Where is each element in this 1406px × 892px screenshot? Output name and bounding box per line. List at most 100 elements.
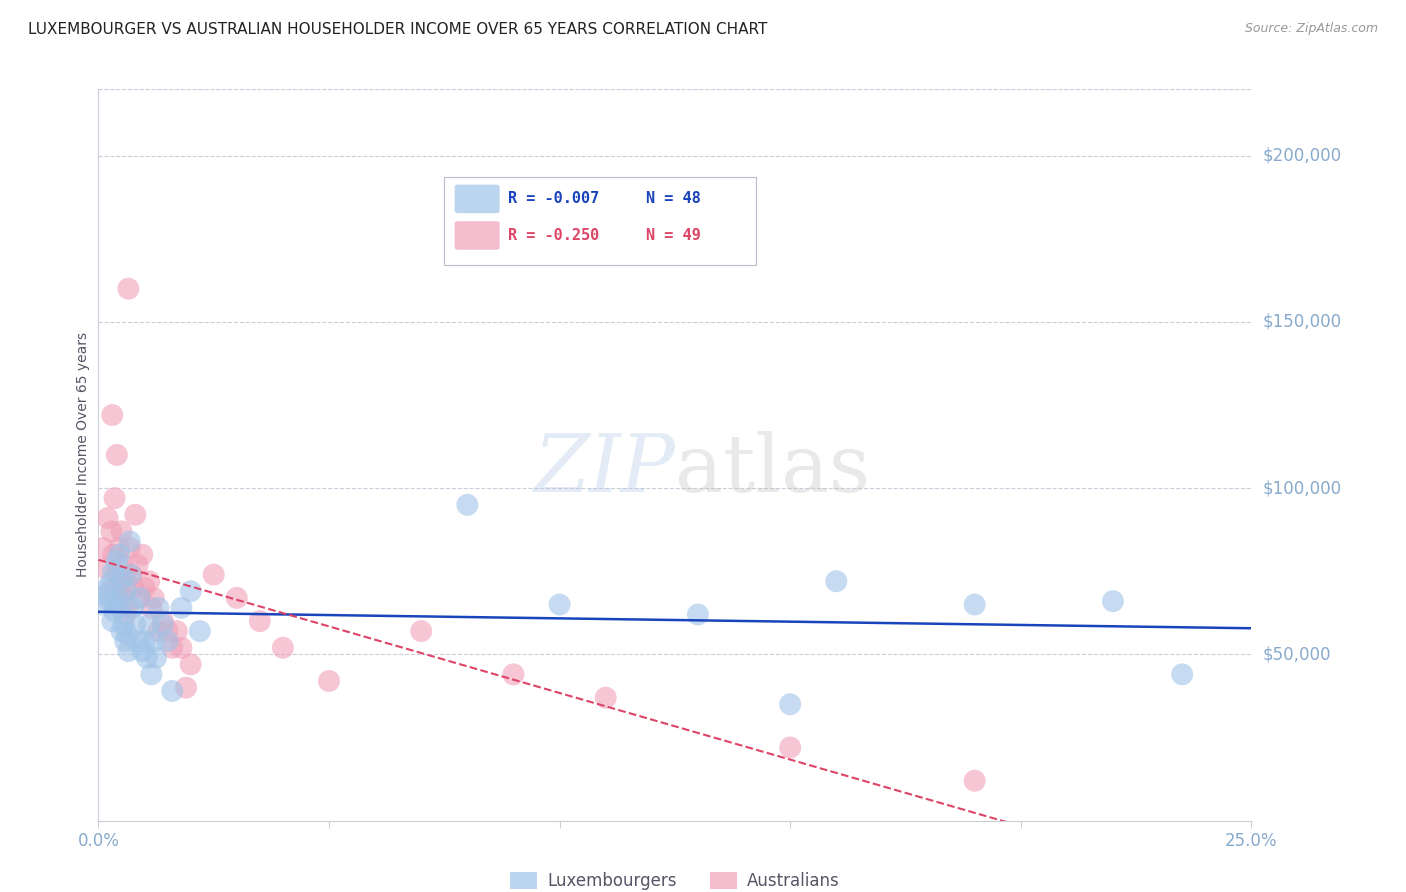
Point — [188, 624, 211, 639]
Text: R = -0.250: R = -0.250 — [508, 228, 599, 243]
Point — [779, 740, 801, 755]
Point — [160, 684, 183, 698]
Point — [1102, 594, 1125, 608]
Point — [104, 598, 127, 612]
Point — [138, 617, 160, 632]
Point — [148, 600, 170, 615]
Point — [160, 640, 183, 655]
Point — [152, 617, 174, 632]
Point — [131, 548, 153, 562]
Point — [180, 584, 202, 599]
Text: N = 48: N = 48 — [647, 192, 700, 206]
Point — [110, 524, 132, 539]
Point — [129, 591, 152, 605]
Point — [135, 650, 157, 665]
Point — [129, 591, 152, 605]
Point — [100, 524, 122, 539]
Point — [138, 574, 160, 589]
Point — [101, 548, 124, 562]
Point — [124, 617, 146, 632]
Point — [1171, 667, 1194, 681]
Point — [111, 558, 134, 572]
Text: $200,000: $200,000 — [1263, 146, 1341, 165]
Point — [156, 634, 179, 648]
Point — [91, 541, 114, 555]
Point — [456, 498, 478, 512]
Point — [122, 581, 145, 595]
Point — [103, 491, 125, 505]
Point — [97, 581, 120, 595]
Text: $100,000: $100,000 — [1263, 479, 1341, 497]
Point — [97, 511, 120, 525]
Point — [117, 282, 139, 296]
Point — [107, 591, 129, 605]
Point — [156, 624, 179, 639]
Point — [103, 604, 125, 618]
Point — [101, 614, 124, 628]
Point — [112, 591, 135, 605]
Point — [148, 624, 170, 639]
Point — [114, 607, 136, 622]
Text: $150,000: $150,000 — [1263, 313, 1341, 331]
Text: atlas: atlas — [675, 431, 870, 508]
Text: N = 49: N = 49 — [647, 228, 700, 243]
Point — [101, 408, 124, 422]
Text: R = -0.007: R = -0.007 — [508, 192, 599, 206]
Point — [117, 644, 139, 658]
Point — [170, 640, 193, 655]
Point — [108, 548, 131, 562]
Point — [98, 584, 121, 599]
Legend: Luxembourgers, Australians: Luxembourgers, Australians — [503, 865, 846, 892]
Point — [174, 681, 197, 695]
Text: Source: ZipAtlas.com: Source: ZipAtlas.com — [1244, 22, 1378, 36]
Point — [131, 644, 153, 658]
Text: ZIP: ZIP — [533, 431, 675, 508]
Point — [127, 558, 149, 572]
Point — [595, 690, 617, 705]
Point — [111, 571, 134, 585]
Text: $50,000: $50,000 — [1263, 646, 1331, 664]
Point — [166, 624, 188, 639]
Point — [686, 607, 709, 622]
Point — [142, 591, 165, 605]
FancyBboxPatch shape — [454, 185, 499, 213]
Point — [108, 541, 131, 555]
Point — [145, 650, 167, 665]
Point — [94, 561, 117, 575]
Point — [100, 574, 122, 589]
Text: LUXEMBOURGER VS AUSTRALIAN HOUSEHOLDER INCOME OVER 65 YEARS CORRELATION CHART: LUXEMBOURGER VS AUSTRALIAN HOUSEHOLDER I… — [28, 22, 768, 37]
Point — [152, 614, 174, 628]
Point — [94, 588, 117, 602]
Point — [107, 591, 129, 605]
Point — [318, 673, 340, 688]
Point — [141, 667, 163, 681]
Point — [110, 624, 132, 639]
FancyBboxPatch shape — [454, 221, 499, 250]
Point — [105, 448, 128, 462]
Point — [117, 600, 139, 615]
Point — [127, 634, 149, 648]
Point — [110, 574, 132, 589]
Point — [91, 598, 114, 612]
Point — [142, 634, 165, 648]
Point — [115, 584, 138, 599]
Point — [118, 541, 141, 555]
Point — [202, 567, 225, 582]
Point — [117, 627, 139, 641]
Point — [249, 614, 271, 628]
Point — [110, 600, 132, 615]
Point — [120, 567, 142, 582]
Point — [121, 567, 143, 582]
Point — [963, 598, 986, 612]
Point — [271, 640, 294, 655]
Point — [825, 574, 848, 589]
Point — [411, 624, 433, 639]
Point — [963, 773, 986, 788]
Point — [105, 554, 128, 568]
Point — [141, 600, 163, 615]
Point — [134, 634, 156, 648]
Point — [122, 600, 145, 615]
Point — [225, 591, 247, 605]
Point — [180, 657, 202, 672]
Point — [124, 508, 146, 522]
